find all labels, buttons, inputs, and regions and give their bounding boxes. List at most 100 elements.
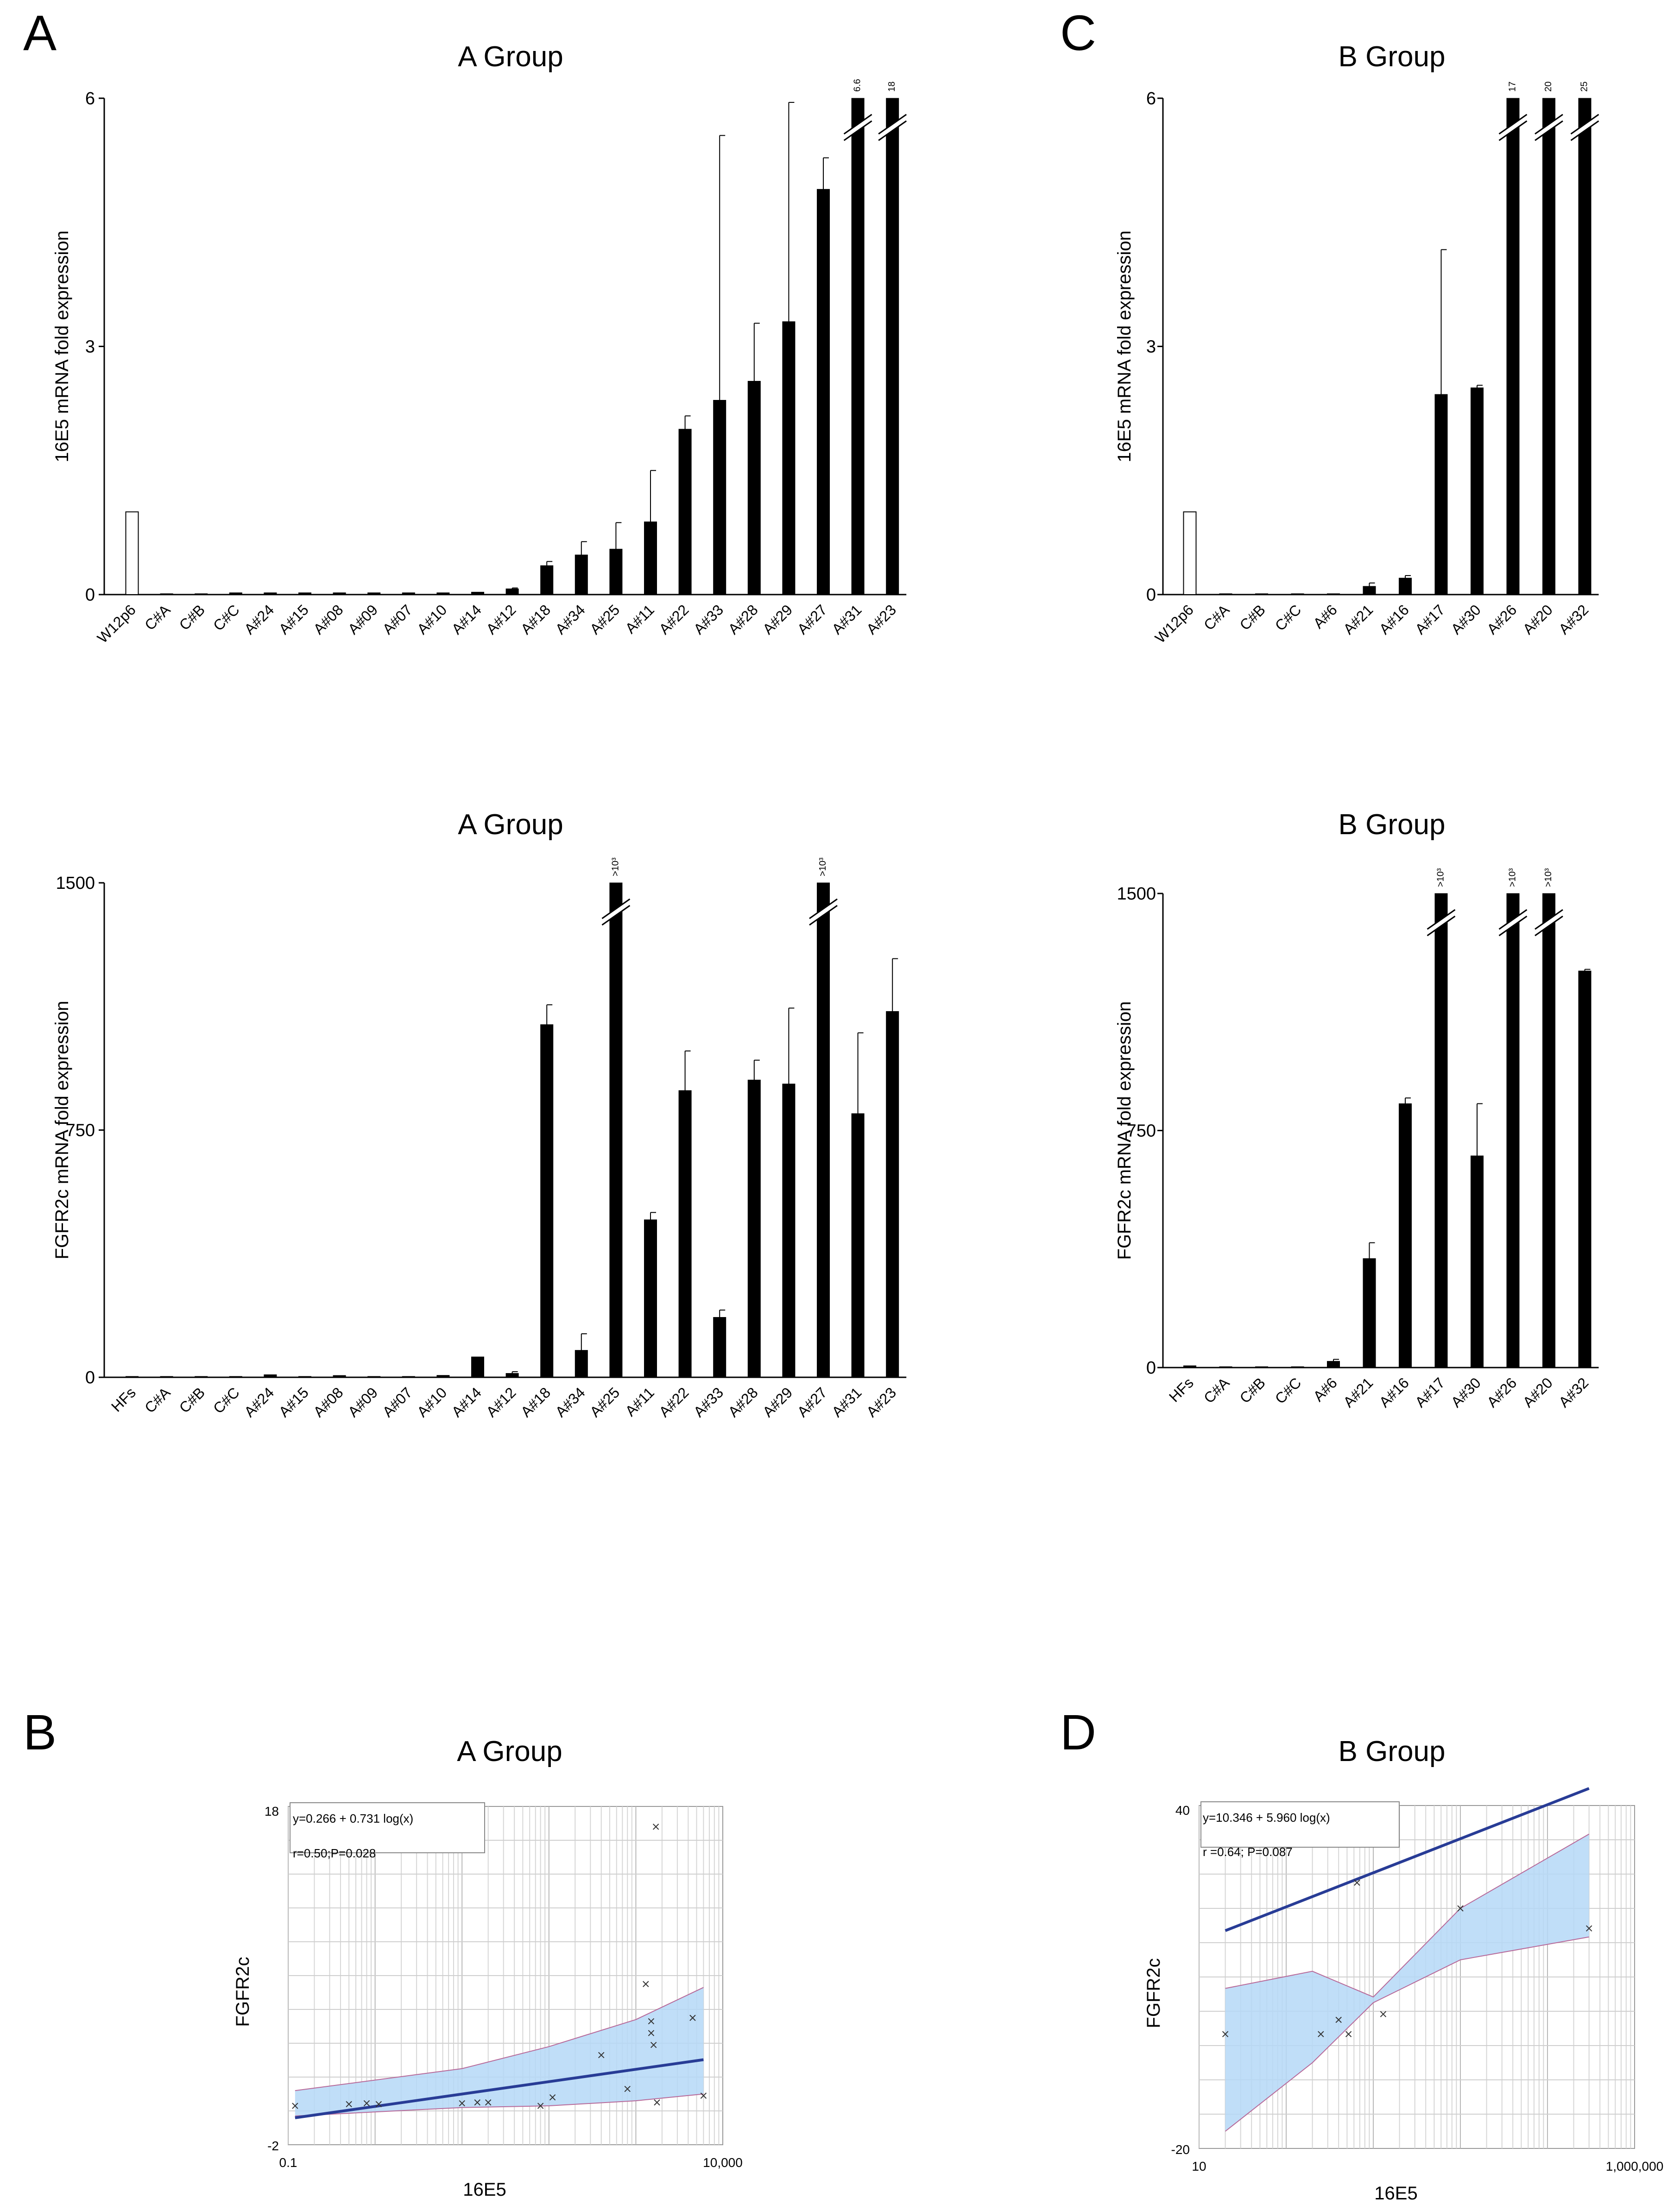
bar-a07: [402, 1376, 415, 1378]
y-tick-label: 0: [85, 1368, 95, 1387]
x-category-label-a23: A#23: [863, 1384, 899, 1420]
x-category-label-a11: A#11: [622, 601, 657, 637]
bar-a14: [471, 1356, 484, 1378]
bar-cc: [1291, 1366, 1304, 1368]
x-category-label-a28: A#28: [725, 601, 761, 637]
bar-a15: [298, 1376, 311, 1378]
panel-letter-c: C: [1060, 5, 1096, 61]
x-category-label-a33: A#33: [690, 601, 726, 637]
bar-a16: [1399, 577, 1412, 595]
panel-letter-b: B: [23, 1704, 57, 1760]
bar-a07: [402, 592, 415, 595]
axis-break-line: [1427, 915, 1456, 937]
bar-a24: [264, 592, 277, 595]
bar-break-label-a25: >10³: [610, 857, 620, 876]
data-point: [598, 2052, 605, 2059]
y-tick-label: 18: [265, 1804, 279, 1818]
bar-a09: [367, 592, 381, 595]
bar-break-label-a23: 18: [887, 82, 897, 92]
panel-letter-d: D: [1060, 1704, 1096, 1760]
bar-a27: [817, 189, 830, 595]
y-tick-label: -20: [1171, 2142, 1190, 2157]
x-category-label-cb: C#B: [1236, 601, 1268, 633]
regression-equation: y=0.266 + 0.731 log(x): [293, 1812, 413, 1825]
x-category-label-a32: A#32: [1555, 1374, 1592, 1410]
data-point: [1380, 2011, 1387, 2017]
axis-break-mark-a26: [1499, 114, 1527, 140]
x-category-label-a22: A#22: [656, 601, 692, 637]
x-category-label-a28: A#28: [725, 1384, 761, 1420]
data-point: [643, 1981, 649, 1987]
panel-letter-a: A: [23, 5, 57, 61]
x-category-label-a26: A#26: [1484, 1374, 1520, 1410]
bar-a17: [1434, 893, 1448, 1368]
data-point: [652, 1824, 659, 1830]
confidence-upper-line: [1225, 1833, 1590, 1998]
x-category-label-a14: A#14: [448, 601, 485, 637]
bar-a08: [333, 1375, 346, 1378]
x-category-label-a08: A#08: [310, 601, 346, 637]
x-category-label-a18: A#18: [518, 1384, 554, 1420]
equation-box: [290, 1802, 485, 1853]
bar-a11: [644, 521, 657, 595]
axis-break-mark-a26: [1499, 910, 1527, 936]
bar-break-label-a20: 20: [1543, 82, 1554, 92]
x-category-label-a12: A#12: [483, 1384, 519, 1420]
x-category-label-a07: A#07: [379, 601, 415, 637]
axis-break-mark-a31: [844, 114, 872, 140]
axis-break-line: [601, 905, 631, 926]
axis-break-mark-a27: [809, 899, 837, 925]
y-axis-label: 16E5 mRNA fold expression: [1114, 230, 1135, 462]
data-point: [485, 2099, 492, 2106]
bar-a24: [264, 1374, 277, 1378]
bar-a25: [609, 882, 623, 1378]
x-category-label-a25: A#25: [587, 1384, 623, 1420]
axis-break-line: [843, 120, 872, 141]
x-category-label-a17: A#17: [1412, 601, 1448, 637]
axis-break-line: [1570, 114, 1599, 135]
x-category-label-a25: A#25: [587, 601, 623, 637]
bar-a33: [713, 400, 726, 595]
bar-break-label-a32: 25: [1579, 82, 1590, 92]
axis-break-line: [878, 120, 907, 141]
bar-a29: [782, 1083, 796, 1378]
x-category-label-w12p6: W12p6: [1152, 601, 1197, 646]
bar-a28: [747, 1079, 761, 1378]
bar-cb: [195, 1376, 208, 1378]
axis-break-line: [1535, 909, 1563, 930]
bar-a32: [1578, 970, 1592, 1368]
data-point: [648, 2018, 655, 2025]
axis-break-mark-a20: [1535, 114, 1563, 140]
x-category-label-a31: A#31: [828, 601, 865, 637]
regression-equation: y=10.346 + 5.960 log(x): [1203, 1811, 1330, 1825]
bar-a12: [505, 589, 519, 595]
axis-break-line: [601, 898, 631, 919]
axis-break-line: [1570, 120, 1599, 141]
bar-break-label-a27: >10³: [818, 857, 828, 876]
x-category-label-a27: A#27: [794, 1384, 830, 1420]
x-category-label-a24: A#24: [241, 601, 277, 637]
data-point: [375, 2101, 382, 2108]
bar-a27: [817, 882, 830, 1378]
x-category-label-a14: A#14: [448, 1384, 485, 1420]
x-tick-label: 0.1: [279, 2155, 297, 2170]
x-category-label-a21: A#21: [1340, 601, 1376, 637]
x-category-label-cb: C#B: [176, 601, 208, 633]
data-point: [1345, 2031, 1352, 2038]
axis-break-mark-a25: [602, 899, 630, 925]
x-category-label-a20: A#20: [1520, 601, 1556, 637]
bar-break-label-a31: 6.6: [853, 79, 863, 92]
y-tick-label: 0: [1146, 585, 1156, 605]
y-tick-label: 750: [1127, 1121, 1156, 1141]
chart-a-group-fgfr2c: A Group FGFR2c mRNA fold expression 0 750 15…: [52, 809, 907, 1420]
bar-cc: [1291, 593, 1304, 595]
bar-a31: [851, 1113, 865, 1378]
x-category-label-a12: A#12: [483, 601, 519, 637]
y-tick-label: 3: [1146, 337, 1156, 357]
data-point: [1318, 2031, 1324, 2038]
y-tick-label: 1500: [56, 874, 95, 893]
bar-a6: [1327, 593, 1340, 595]
bar-a28: [747, 380, 761, 595]
bar-a21: [1363, 586, 1376, 595]
x-category-label-a15: A#15: [276, 601, 312, 637]
